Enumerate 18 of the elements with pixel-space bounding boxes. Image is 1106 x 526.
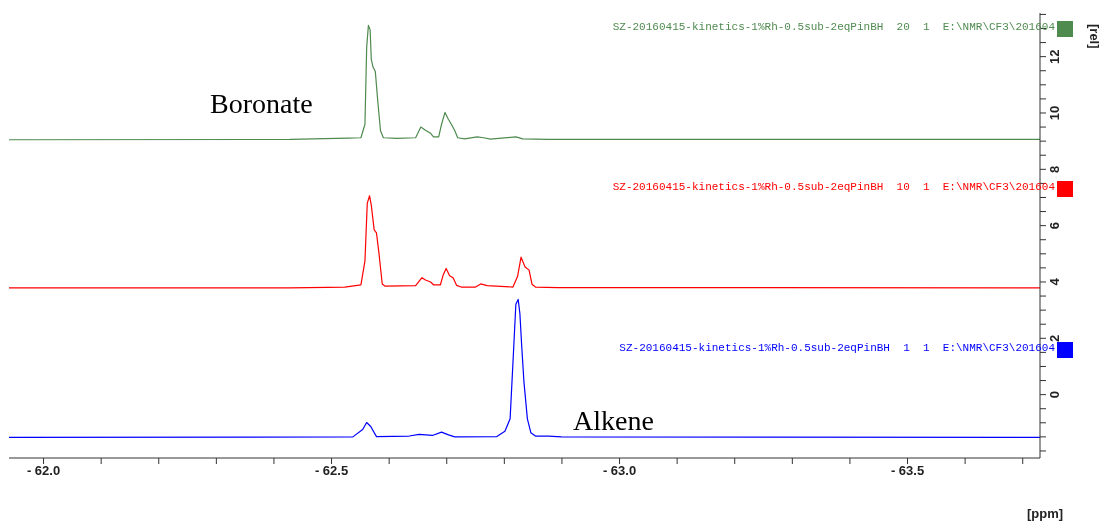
x-axis-title: [ppm] bbox=[1027, 506, 1064, 521]
y-tick-label: 12 bbox=[1046, 49, 1062, 64]
x-tick-label: - 63.0 bbox=[602, 463, 637, 479]
x-tick-label: - 62.0 bbox=[26, 463, 61, 479]
line-series bbox=[9, 195, 1040, 289]
y-tick-label: 4 bbox=[1046, 277, 1062, 286]
y-tick-label: 10 bbox=[1046, 105, 1062, 121]
y-tick-label: 2 bbox=[1046, 334, 1062, 342]
legend-label: SZ-20160415-kinetics-1%Rh-0.5sub-2eqPinBH 10 1 E:\NMR\CF3\201604 bbox=[612, 180, 1055, 193]
y-tick-label: 0 bbox=[1046, 391, 1062, 399]
x-tick-label: - 63.5 bbox=[890, 463, 925, 479]
legend-label: SZ-20160415-kinetics-1%Rh-0.5sub-2eqPinBH 1 1 E:\NMR\CF3\201604 bbox=[619, 341, 1055, 354]
annotation: Alkene bbox=[573, 405, 654, 437]
x-tick-label: - 62.5 bbox=[314, 463, 349, 479]
y-tick-label: 6 bbox=[1046, 222, 1062, 230]
y-axis-title: [rel] bbox=[1087, 24, 1102, 49]
annotation: Boronate bbox=[210, 88, 313, 120]
y-tick-label: 8 bbox=[1046, 165, 1062, 173]
